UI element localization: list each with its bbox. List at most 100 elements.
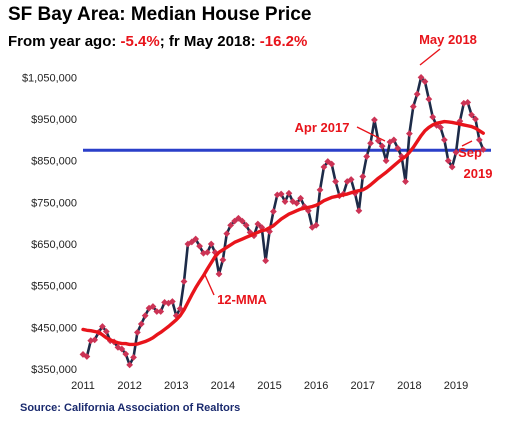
price-point	[227, 221, 235, 229]
price-point	[382, 157, 390, 165]
price-point	[440, 136, 448, 144]
annotation-label: 12-MMA	[217, 292, 267, 307]
price-point	[409, 103, 417, 110]
price-point	[413, 90, 421, 98]
price-point	[235, 214, 242, 222]
price-point	[254, 220, 262, 228]
price-point	[137, 320, 145, 328]
x-tick-label: 2014	[211, 380, 235, 392]
price-point	[192, 235, 200, 243]
x-tick-label: 2015	[257, 380, 281, 392]
price-point	[134, 328, 141, 336]
price-point	[203, 248, 211, 256]
price-point	[406, 130, 413, 138]
price-point	[262, 257, 270, 265]
subtitle-middle: ; fr May 2018:	[160, 33, 260, 50]
plot-area	[79, 74, 491, 369]
y-tick-label: $750,000	[31, 197, 77, 209]
price-point	[378, 142, 386, 150]
price-point	[394, 144, 402, 152]
price-point	[126, 361, 134, 369]
chart-subtitle: From year ago: -5.4%; fr May 2018: -16.2…	[8, 33, 307, 50]
mma-series-line	[81, 119, 485, 347]
price-point	[367, 139, 374, 147]
y-tick-label: $450,000	[31, 322, 77, 334]
annotation-leader	[356, 126, 386, 142]
price-point	[180, 278, 188, 285]
price-point	[188, 238, 196, 246]
price-point	[444, 157, 452, 165]
price-point	[371, 116, 378, 124]
annotation-leader	[204, 274, 215, 296]
price-point	[475, 136, 483, 144]
y-tick-label: $1,050,000	[22, 72, 77, 84]
price-point	[91, 336, 99, 344]
price-point	[149, 303, 157, 310]
price-point	[320, 163, 328, 171]
price-point	[207, 240, 215, 248]
price-point	[141, 312, 149, 320]
price-point	[231, 217, 238, 225]
price-point	[359, 173, 367, 180]
y-tick-label: $850,000	[31, 156, 77, 168]
price-point	[242, 221, 250, 229]
x-tick-label: 2011	[71, 380, 95, 392]
price-point	[312, 221, 320, 229]
price-point	[102, 328, 110, 335]
y-tick-label: $550,000	[31, 281, 77, 293]
price-point	[347, 176, 355, 183]
price-point	[448, 163, 456, 171]
price-point	[464, 99, 472, 106]
x-tick-label: 2017	[351, 380, 375, 392]
price-point	[417, 74, 425, 81]
price-point	[421, 78, 429, 85]
annotation-label: 2019	[464, 166, 493, 181]
price-point	[402, 178, 409, 185]
y-tick-label: $650,000	[31, 239, 77, 251]
source-note: Source: California Association of Realto…	[20, 402, 240, 414]
price-point	[157, 308, 165, 315]
price-point	[196, 242, 203, 250]
price-point	[270, 208, 277, 215]
annotation-leader	[461, 140, 473, 147]
price-point	[452, 148, 460, 156]
price-point	[293, 199, 301, 207]
price-point	[332, 178, 339, 185]
price-point	[425, 95, 433, 103]
price-point	[479, 146, 487, 153]
price-point	[219, 256, 227, 264]
price-point	[429, 113, 437, 121]
x-axis: 2011 2012 2013 2014 2015 2016 2017 2018 2019	[71, 380, 468, 392]
price-point	[297, 194, 304, 202]
x-tick-label: 2013	[164, 380, 188, 392]
x-tick-label: 2016	[304, 380, 328, 392]
price-point	[223, 230, 231, 238]
annotation-label: May 2018	[419, 32, 477, 47]
price-point	[168, 298, 176, 305]
price-point	[328, 160, 336, 168]
chart-title: SF Bay Area: Median House Price	[8, 4, 311, 25]
price-series-line	[82, 76, 485, 367]
price-point	[130, 353, 137, 361]
price-point	[316, 186, 324, 194]
price-point	[153, 308, 161, 315]
annotations: May 2018 Apr 2017 Sep 2019 12-MMA	[204, 32, 493, 307]
y-tick-label: $350,000	[31, 364, 77, 376]
price-point	[437, 124, 444, 131]
subtitle-yoy-value: -5.4%	[121, 33, 160, 50]
annotation-label: Apr 2017	[295, 120, 350, 135]
price-point	[390, 136, 398, 144]
price-point	[281, 198, 289, 205]
y-axis: $350,000 $450,000 $550,000 $650,000 $750,000…	[22, 72, 77, 376]
price-point	[215, 270, 223, 278]
price-point	[355, 207, 363, 215]
price-point	[472, 115, 479, 123]
subtitle-prefix: From year ago:	[8, 33, 121, 50]
x-tick-label: 2019	[444, 380, 468, 392]
annotation-label: Sep	[458, 145, 482, 160]
x-tick-label: 2018	[397, 380, 421, 392]
annotation-leader	[419, 48, 441, 66]
price-point	[99, 323, 106, 330]
y-tick-label: $950,000	[31, 114, 77, 126]
